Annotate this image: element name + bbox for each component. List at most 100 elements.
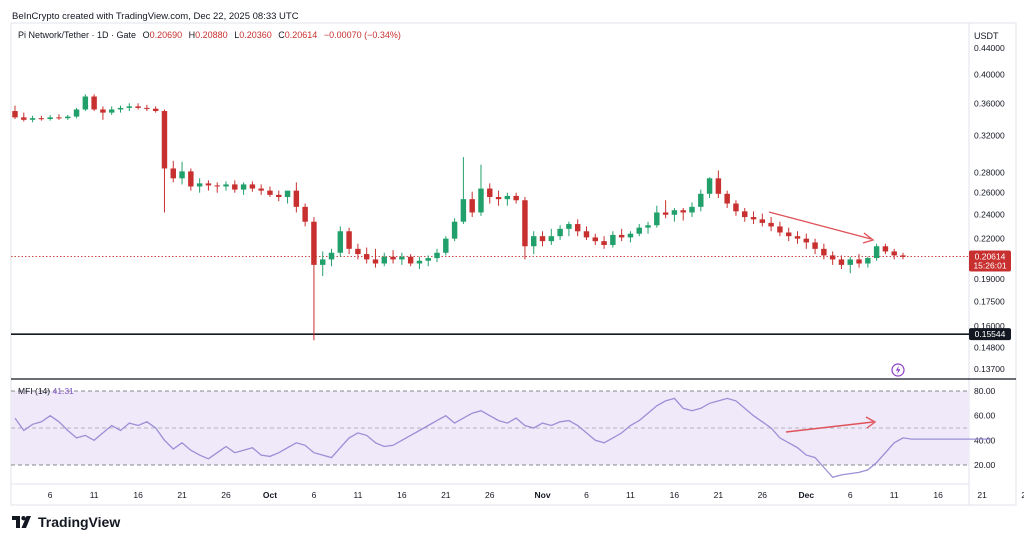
mfi-tick-label: 80.00 — [974, 386, 996, 396]
candle-body — [47, 117, 53, 120]
candle-body — [601, 241, 607, 245]
candle-body — [135, 106, 141, 108]
ohlc-open: 0.20690 — [149, 30, 183, 40]
candle-body — [144, 107, 150, 109]
candle-body — [399, 256, 405, 260]
candle-body — [627, 233, 634, 238]
candle-body — [680, 210, 686, 213]
candle-body — [900, 255, 906, 257]
time-tick-label: 6 — [584, 490, 589, 500]
ohlc-high-label: H — [188, 30, 196, 40]
support-price-label: 0.15544 — [975, 329, 1006, 339]
candle-body — [65, 116, 71, 119]
mfi-tick-label: 20.00 — [974, 460, 996, 470]
candle-body — [319, 259, 326, 265]
candle-body — [671, 210, 678, 215]
candle-body — [768, 222, 774, 227]
candle-body — [249, 184, 256, 189]
price-tick-label: 0.32000 — [974, 131, 1005, 141]
candle-body — [777, 226, 783, 233]
candle-body — [522, 200, 528, 247]
candle-body — [276, 194, 282, 198]
candle-body — [636, 227, 642, 234]
candle-body — [232, 184, 238, 190]
mfi-line — [14, 397, 991, 479]
time-tick-label: 11 — [890, 490, 899, 500]
time-tick-label: 26 — [1021, 490, 1024, 500]
candle-body — [126, 106, 133, 108]
mfi-trend-arrow — [785, 416, 877, 433]
candle-body — [478, 188, 484, 213]
candle-body — [460, 199, 467, 222]
candle-body — [654, 212, 660, 226]
candle-body — [258, 188, 264, 191]
candle-body — [416, 260, 423, 264]
candle-body — [38, 118, 45, 120]
candle-body — [557, 228, 563, 237]
time-tick-label: 6 — [48, 490, 53, 500]
candle-body — [407, 256, 414, 264]
candle-body — [170, 168, 176, 179]
candle-body — [513, 195, 519, 201]
candle-body — [91, 96, 97, 110]
candle-body — [152, 108, 159, 112]
price-tick-label: 0.16000 — [974, 321, 1005, 331]
time-tick-label: Dec — [798, 490, 814, 500]
candle-body — [346, 231, 352, 249]
candle-body — [574, 224, 581, 232]
candle-body — [645, 225, 651, 228]
candle-body — [882, 246, 889, 252]
candle-body — [583, 231, 590, 238]
candlestick-series — [12, 94, 906, 341]
price-axis-ticks: 0.44000 0.40000 0.36000 0.32000 0.28000 0.260… — [974, 43, 1005, 374]
brand-name: TradingView — [38, 514, 121, 530]
price-tick-label: 0.24000 — [974, 210, 1005, 220]
candle-body — [759, 219, 766, 223]
candle-body — [363, 254, 370, 260]
symbol-legend: Pi Network/Tether · 1D · Gate O0.20690 H… — [18, 30, 401, 40]
time-tick-label: 16 — [670, 490, 680, 500]
price-tick-label: 0.28000 — [974, 167, 1005, 177]
time-tick-label: 6 — [312, 490, 317, 500]
ohlc-close-label: C — [278, 30, 285, 40]
last-price-label: 0.20614 — [975, 252, 1006, 262]
candle-body — [487, 188, 493, 198]
candle-body — [539, 236, 546, 242]
candle-body — [504, 195, 511, 200]
time-tick-label: 16 — [133, 490, 143, 500]
ohlc-high: 0.20880 — [195, 30, 228, 40]
price-tick-label: 0.13700 — [974, 364, 1005, 374]
time-tick-label: Nov — [534, 490, 550, 500]
candle-body — [355, 248, 361, 255]
time-tick-label: 11 — [353, 490, 362, 500]
ohlc-close: 0.20614 — [284, 30, 318, 40]
candle-body — [618, 234, 625, 238]
tradingview-logo[interactable]: TradingView — [12, 514, 120, 530]
time-tick-label: 21 — [441, 490, 451, 500]
candle-body — [302, 206, 308, 222]
candle-body — [566, 224, 572, 229]
time-tick-label: 21 — [714, 490, 724, 500]
chart-border — [10, 22, 1017, 506]
candle-body — [372, 259, 379, 264]
price-tick-label: 0.17500 — [974, 297, 1005, 307]
candle-body — [847, 259, 853, 265]
candle-body — [161, 111, 168, 169]
candle-body — [891, 251, 897, 256]
currency-label: USDT — [974, 31, 999, 41]
candle-body — [293, 190, 300, 207]
candle-body — [531, 236, 537, 247]
lightning-icon[interactable] — [891, 363, 905, 377]
candle-body — [21, 117, 27, 120]
candle-body — [838, 259, 845, 265]
time-tick-label: 21 — [177, 490, 187, 500]
candle-body — [733, 203, 739, 212]
candle-body — [812, 242, 818, 249]
candle-body — [240, 184, 247, 190]
support-price-badge: 0.15544 — [969, 328, 1011, 341]
countdown-label: 15:26:01 — [973, 261, 1006, 271]
candle-body — [829, 255, 836, 260]
candle-body — [82, 96, 89, 110]
time-tick-label: 21 — [977, 490, 987, 500]
